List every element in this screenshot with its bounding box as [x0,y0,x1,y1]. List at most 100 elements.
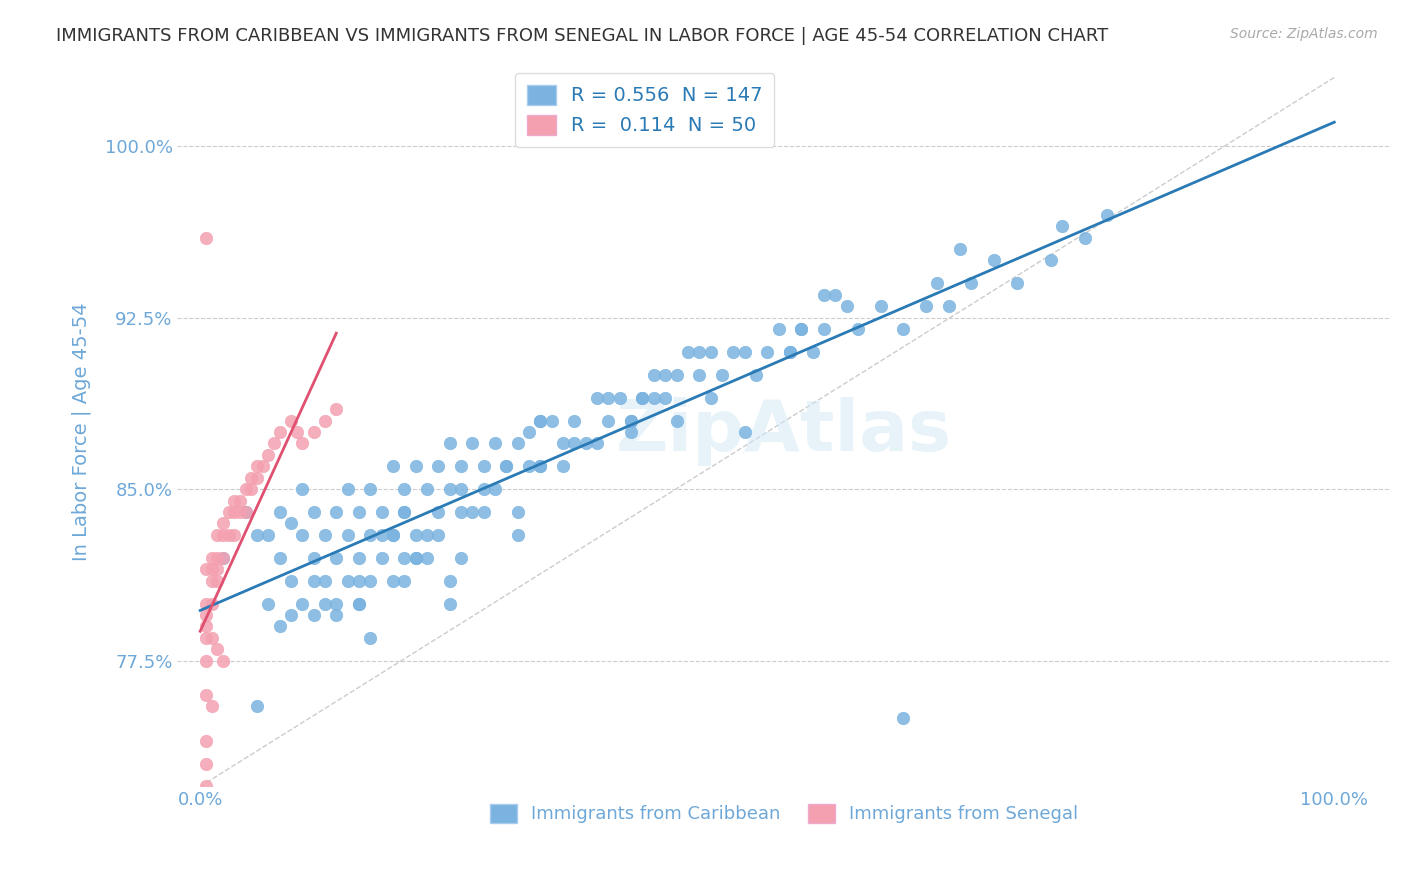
Point [439,597,461,611]
Point [359,528,381,542]
Point [439,574,461,588]
Point [370,528,392,542]
Point [325,607,347,622]
Point [280,574,302,588]
Point [394,505,416,519]
Text: IMMIGRANTS FROM CARIBBEAN VS IMMIGRANTS FROM SENEGAL IN LABOR FORCE | AGE 45-54 : IMMIGRANTS FROM CARIBBEAN VS IMMIGRANTS … [56,27,1108,45]
Point [194,619,217,633]
Point [620,425,643,439]
Point [654,368,676,382]
Point [240,482,263,496]
Point [405,528,427,542]
Point [212,654,235,668]
Point [194,780,217,794]
Point [291,528,314,542]
Point [506,528,529,542]
Point [564,436,586,450]
Point [915,299,938,313]
Point [314,597,336,611]
Point [484,482,506,496]
Point [347,505,370,519]
Point [484,436,506,450]
Point [314,528,336,542]
Point [529,413,551,427]
Point [813,287,835,301]
Point [529,413,551,427]
Point [676,345,699,359]
Point [517,425,540,439]
Point [461,436,484,450]
Point [891,711,914,725]
Point [347,597,370,611]
Point [285,425,308,439]
Point [235,505,257,519]
Point [405,550,427,565]
Point [394,574,416,588]
Point [194,562,217,576]
Point [194,607,217,622]
Point [205,574,228,588]
Point [869,299,891,313]
Point [949,242,972,256]
Point [280,516,302,531]
Point [257,597,280,611]
Point [1005,277,1028,291]
Point [416,528,439,542]
Point [257,448,280,462]
Point [506,436,529,450]
Point [450,482,472,496]
Point [620,413,643,427]
Point [205,642,228,657]
Point [631,391,654,405]
Point [336,482,359,496]
Point [325,597,347,611]
Point [586,391,609,405]
Point [246,459,269,474]
Point [461,505,484,519]
Point [381,574,404,588]
Point [314,413,336,427]
Point [734,345,756,359]
Point [269,505,291,519]
Point [688,368,710,382]
Point [235,482,257,496]
Point [768,322,790,336]
Point [235,505,257,519]
Point [325,505,347,519]
Point [835,299,858,313]
Point [200,562,222,576]
Point [506,505,529,519]
Point [790,322,813,336]
Point [359,631,381,645]
Point [194,733,217,747]
Point [205,550,228,565]
Point [269,619,291,633]
Point [194,756,217,771]
Point [224,493,246,508]
Point [529,459,551,474]
Point [564,413,586,427]
Legend: Immigrants from Caribbean, Immigrants from Senegal: Immigrants from Caribbean, Immigrants fr… [479,793,1090,834]
Point [200,597,222,611]
Point [427,459,450,474]
Point [472,505,495,519]
Point [450,459,472,474]
Point [336,528,359,542]
Point [263,436,285,450]
Point [394,550,416,565]
Point [620,413,643,427]
Point [302,505,325,519]
Point [200,574,222,588]
Point [347,550,370,565]
Point [302,607,325,622]
Point [824,287,846,301]
Point [756,345,779,359]
Point [450,550,472,565]
Point [721,345,744,359]
Point [495,459,517,474]
Point [205,562,228,576]
Point [359,482,381,496]
Point [302,425,325,439]
Point [779,345,801,359]
Point [734,425,756,439]
